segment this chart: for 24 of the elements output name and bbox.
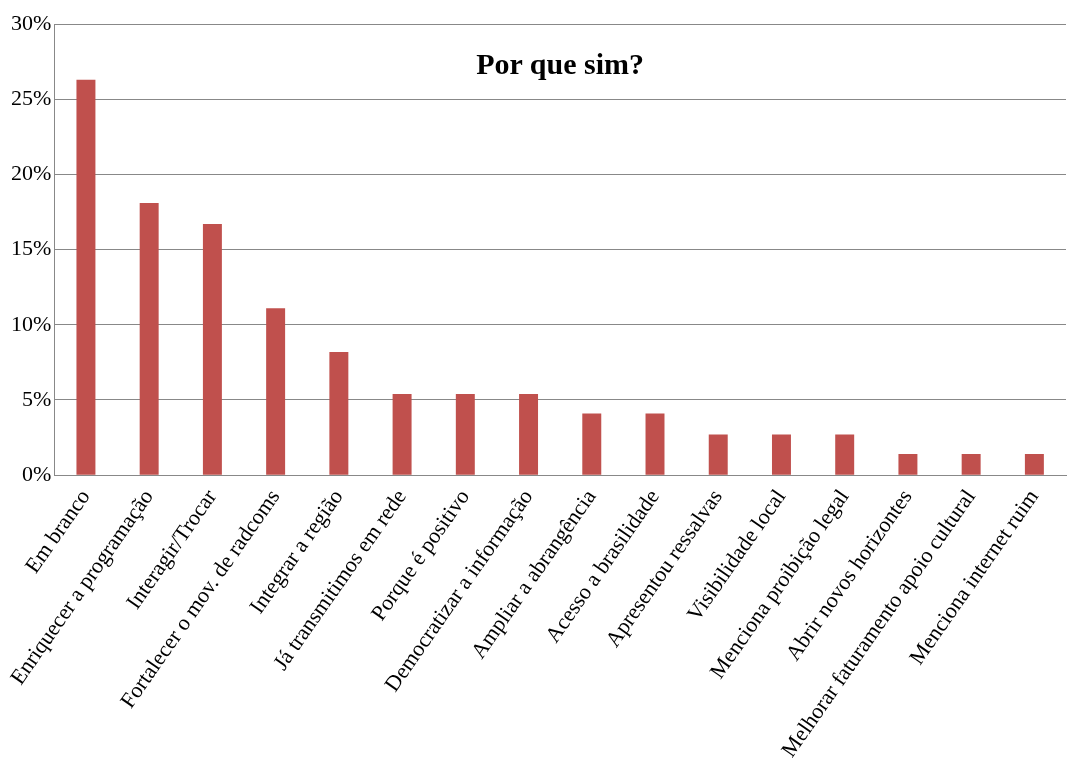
bar: [1024, 454, 1044, 475]
y-tick-label: 10%: [11, 310, 52, 336]
bar: [645, 413, 665, 475]
bar: [76, 79, 96, 475]
bar: [961, 454, 981, 475]
bar: [139, 203, 159, 475]
bar: [392, 393, 412, 475]
y-tick-label: 30%: [11, 9, 52, 35]
bar: [835, 434, 855, 475]
bar: [329, 351, 349, 475]
text: Por que sim?: [476, 46, 645, 80]
y-tick-label: 15%: [11, 235, 52, 261]
bar: [898, 454, 918, 475]
bar: [708, 434, 728, 475]
bar: [771, 434, 791, 475]
bar: [582, 413, 602, 475]
bar: [455, 393, 475, 475]
y-tick-label: 0%: [22, 460, 52, 486]
y-tick-label: 5%: [22, 385, 52, 411]
y-tick-label: 20%: [11, 160, 52, 186]
bar: [519, 393, 539, 475]
bar: [202, 224, 222, 475]
y-tick-label: 25%: [11, 85, 52, 111]
bar: [266, 308, 286, 475]
